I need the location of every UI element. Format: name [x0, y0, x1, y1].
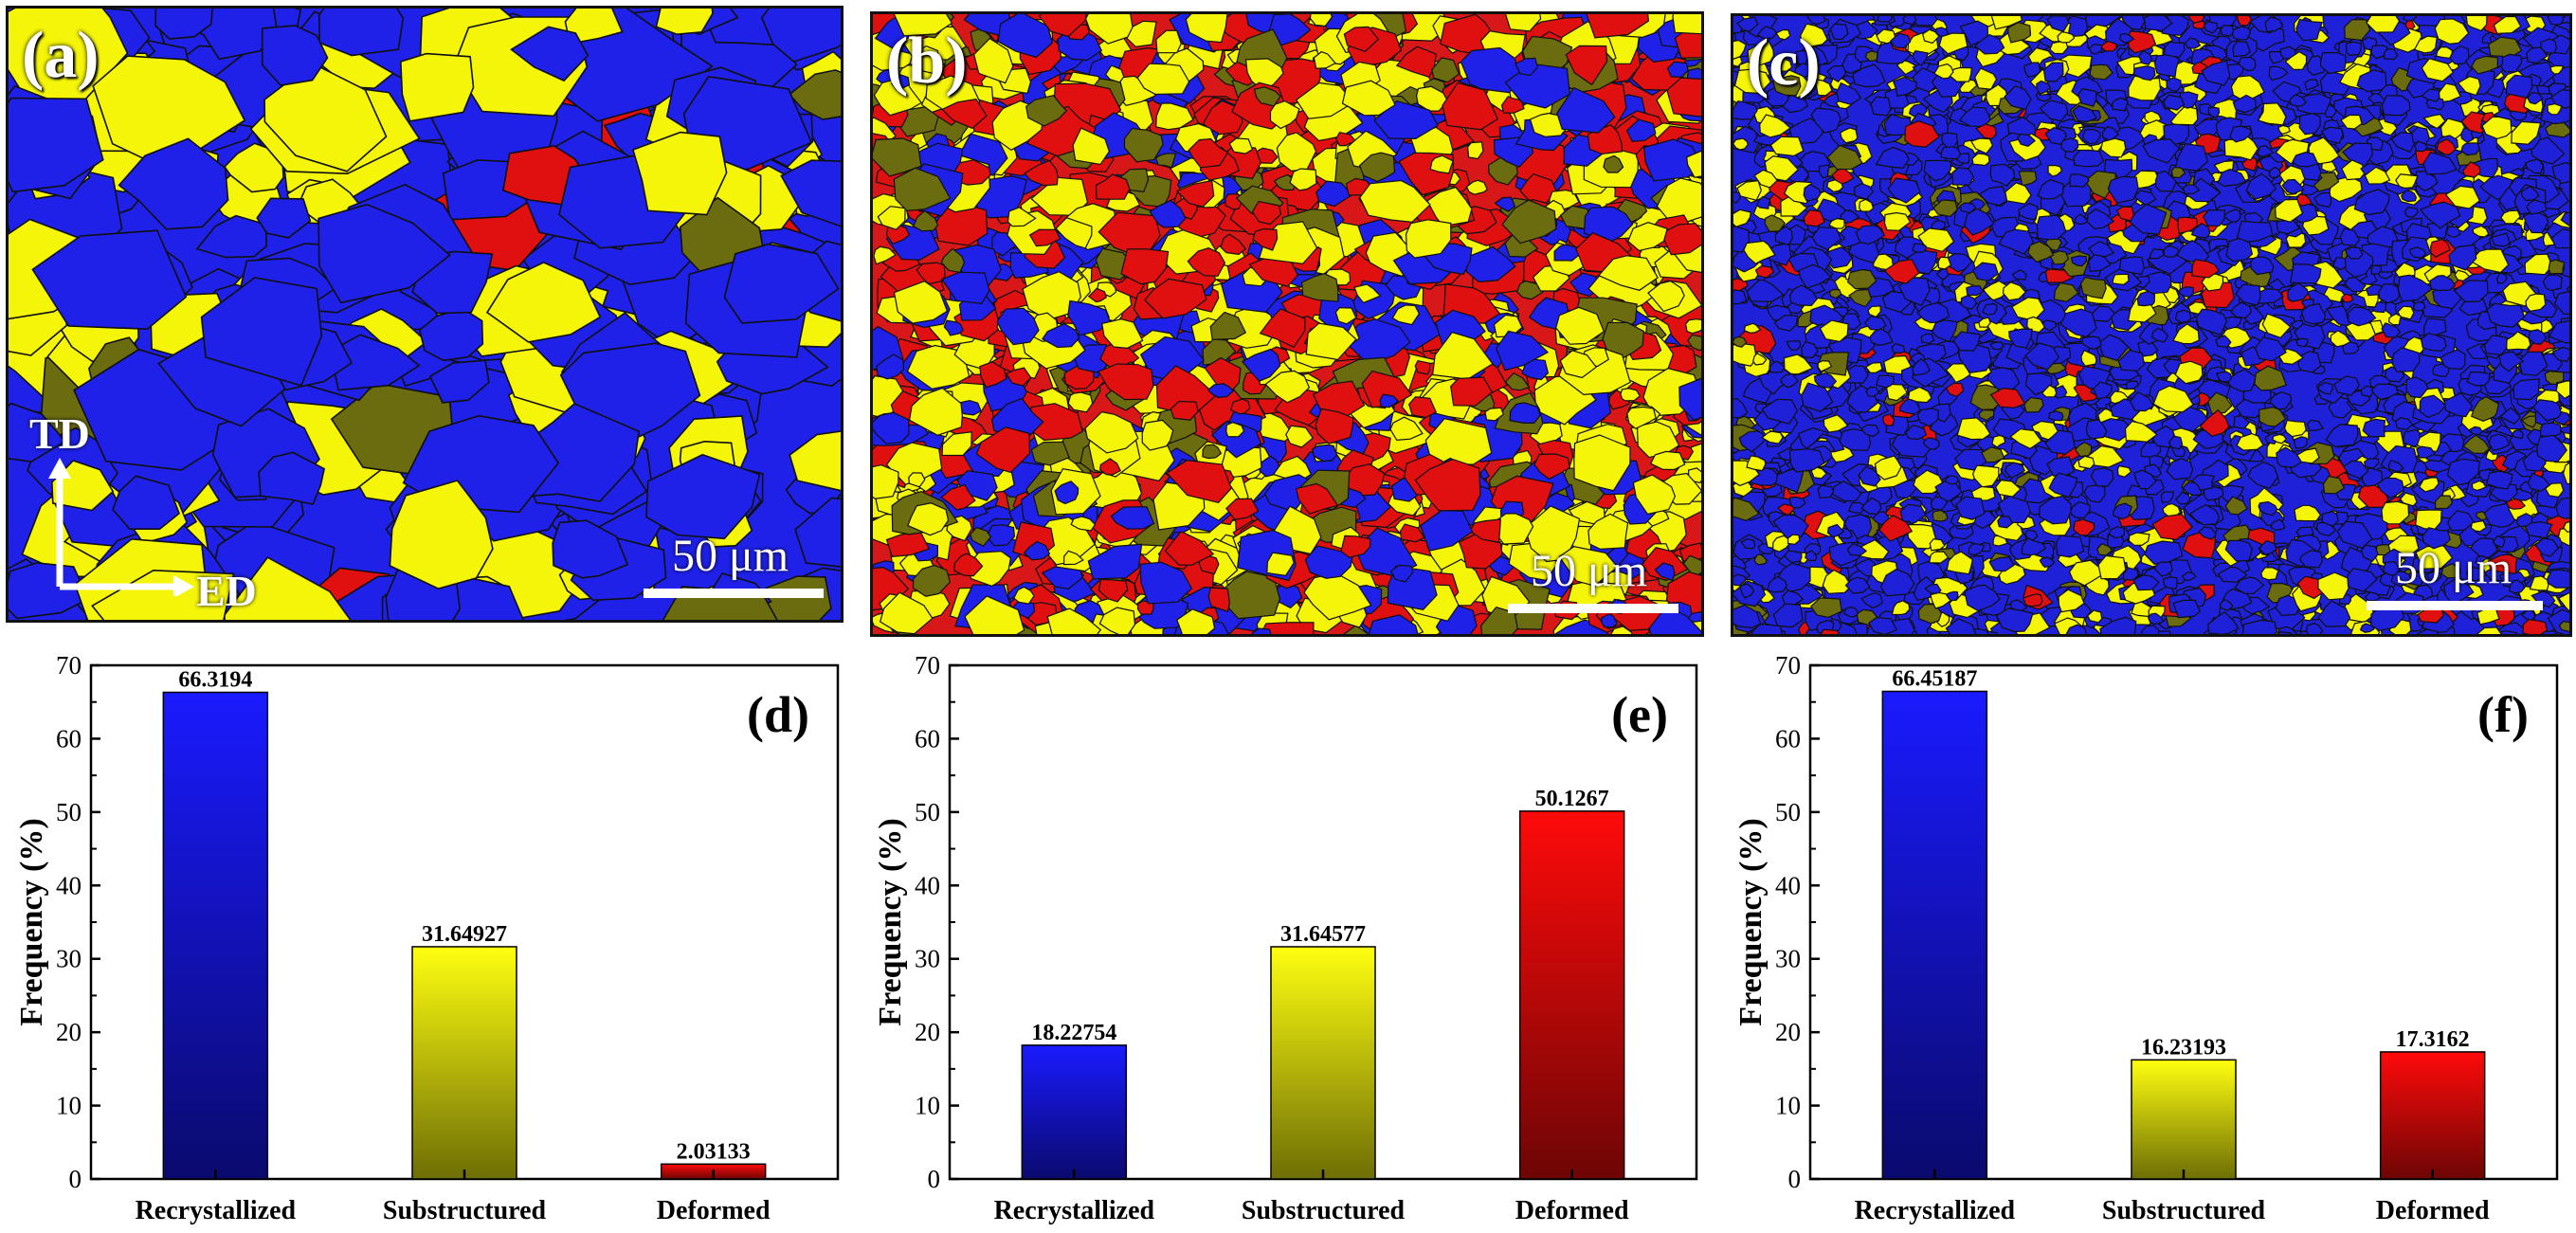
y-tick-label: 70 [1775, 651, 1801, 680]
y-axis-label: Frequency (%) [14, 818, 49, 1025]
grain-map-c [1733, 16, 2569, 634]
value-label: 17.3162 [2396, 1027, 2470, 1052]
category-label: Recrystallized [994, 1196, 1155, 1225]
y-tick-label: 20 [56, 1018, 82, 1046]
y-tick-label: 50 [915, 798, 940, 826]
y-tick-label: 0 [928, 1165, 941, 1193]
bar-chart-f: 0 10 20 30 40 50 60 70 Frequency (%) 66.45187 Recr… [1719, 651, 2576, 1228]
y-tick-label: 60 [56, 724, 82, 752]
y-tick-label: 0 [1788, 1165, 1802, 1193]
bar-recrystallized [162, 691, 269, 1180]
value-label: 66.3194 [178, 667, 252, 692]
panel-label-b: (b) [886, 25, 968, 98]
panel-label: (e) [1611, 686, 1668, 743]
scale-bar-label-a: 50 μm [672, 531, 789, 581]
ebsd-map-c: (c) 50 μm [1731, 13, 2572, 637]
y-axis-label: Frequency (%) [873, 818, 908, 1025]
category-label: Deformed [2376, 1196, 2490, 1225]
y-tick-label: 30 [56, 945, 82, 973]
grain-map-a [9, 9, 841, 620]
y-tick-label: 60 [915, 724, 940, 752]
panel-label-c: (c) [1747, 27, 1821, 100]
y-tick-label: 10 [1775, 1092, 1801, 1120]
value-label: 66.45187 [1892, 666, 1977, 691]
scale-bar-label-b: 50 μm [1531, 546, 1648, 596]
bar-deformed [1518, 810, 1625, 1180]
y-tick-label: 0 [69, 1165, 82, 1193]
y-tick-label: 70 [915, 651, 940, 680]
ebsd-map-b: (b) 50 μm [870, 11, 1704, 637]
y-tick-label: 60 [1775, 724, 1801, 752]
y-tick-label: 10 [915, 1092, 940, 1120]
panel-label: (d) [747, 686, 809, 743]
value-label: 2.03133 [677, 1139, 751, 1164]
value-label: 18.22754 [1031, 1021, 1116, 1045]
y-tick-label: 20 [1775, 1018, 1801, 1046]
scale-bar-b [1508, 604, 1678, 613]
y-tick-label: 40 [1775, 871, 1801, 899]
y-axis-label: Frequency (%) [1733, 818, 1769, 1025]
y-tick-label: 40 [915, 871, 940, 899]
y-tick-label: 30 [1775, 945, 1801, 973]
category-label: Substructured [1242, 1196, 1406, 1225]
y-tick-label: 20 [915, 1018, 940, 1046]
category-label: Deformed [1515, 1196, 1629, 1225]
y-tick-label: 10 [56, 1092, 82, 1120]
bar-chart-e: 0 10 20 30 40 50 60 70 Frequency (%) 18.22754 Recr… [859, 651, 1712, 1228]
bar-deformed [2379, 1051, 2486, 1180]
value-label: 31.64577 [1280, 922, 1366, 947]
y-tick-label: 40 [56, 871, 82, 899]
ebsd-map-a: (a) TD ED 50 μm [6, 6, 844, 623]
bar-chart-d: 0 10 20 30 40 50 60 70 Frequency (%) 66.3194 Recry… [0, 651, 853, 1228]
category-label: Deformed [657, 1196, 771, 1225]
scale-bar-label-c: 50 μm [2395, 543, 2513, 593]
category-label: Recrystallized [1855, 1196, 2016, 1225]
bar-recrystallized [1881, 690, 1988, 1180]
bar-recrystallized [1021, 1044, 1128, 1180]
category-label: Substructured [2102, 1196, 2266, 1225]
ed-label: ED [196, 567, 257, 615]
y-tick-label: 30 [915, 945, 940, 973]
scale-bar-a [644, 589, 824, 598]
panel-label: (f) [2477, 686, 2529, 743]
td-label: TD [29, 409, 90, 458]
value-label: 50.1267 [1535, 787, 1609, 811]
bar-substructured [411, 946, 517, 1180]
td-ed-axes [46, 454, 208, 596]
value-label: 31.64927 [422, 922, 507, 947]
bar-substructured [2131, 1059, 2237, 1180]
value-label: 16.23193 [2141, 1035, 2226, 1060]
grain-map-b [873, 14, 1701, 634]
y-tick-label: 70 [56, 651, 82, 680]
panel-label-a: (a) [22, 19, 100, 92]
y-tick-label: 50 [56, 798, 82, 826]
scale-bar-c [2367, 601, 2543, 610]
y-tick-label: 50 [1775, 798, 1801, 826]
bar-substructured [1270, 946, 1376, 1180]
category-label: Substructured [383, 1196, 547, 1225]
category-label: Recrystallized [136, 1196, 297, 1225]
